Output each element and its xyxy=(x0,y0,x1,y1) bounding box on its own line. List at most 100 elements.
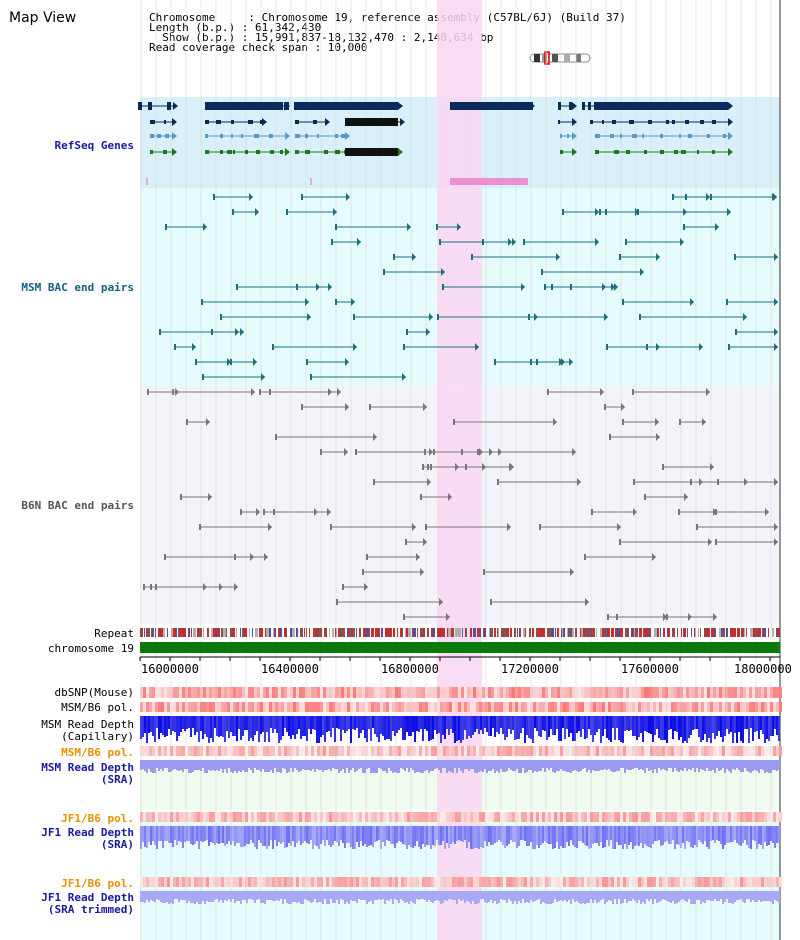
depth-bar xyxy=(434,716,436,730)
depth-bar xyxy=(588,891,590,903)
repeat-mark xyxy=(639,628,642,637)
depth-bar xyxy=(544,826,546,841)
gene-exon xyxy=(697,150,699,154)
depth-bar xyxy=(340,716,342,741)
depth-bar xyxy=(224,760,226,769)
repeat-mark xyxy=(274,628,275,637)
heat-cell xyxy=(542,702,545,712)
b6n-pair-end xyxy=(539,524,541,530)
heat-cell xyxy=(404,746,407,756)
heat-cell xyxy=(353,746,356,756)
depth-bar xyxy=(256,716,258,731)
heat-cell xyxy=(425,687,428,698)
repeat-mark xyxy=(158,628,161,637)
repeat-mark xyxy=(171,628,174,637)
jf1-b6-pol-trimmed-label[interactable]: JF1/B6 pol. xyxy=(61,877,134,890)
gene-exon xyxy=(712,120,716,124)
jf1-read-depth-trimmed-label[interactable]: JF1 Read Depth xyxy=(41,891,134,904)
axis-tick-label: 16400000 xyxy=(261,662,319,676)
heat-cell xyxy=(704,687,707,698)
depth-bar xyxy=(184,826,186,842)
depth-bar xyxy=(654,760,656,769)
depth-bar xyxy=(626,891,628,903)
refseq-genes-label[interactable]: RefSeq Genes xyxy=(54,139,134,152)
heat-cell xyxy=(353,812,356,822)
jf1-b6-pol-label[interactable]: JF1/B6 pol. xyxy=(61,812,134,825)
depth-bar xyxy=(744,760,746,768)
repeat-mark xyxy=(681,628,682,637)
msm-pair-arrow xyxy=(556,253,560,261)
heat-cell xyxy=(491,812,494,822)
depth-bar xyxy=(554,826,556,848)
heat-cell xyxy=(251,746,254,756)
heat-cell xyxy=(188,877,191,887)
b6n-pair-arrow xyxy=(774,538,778,546)
depth-bar xyxy=(308,716,310,729)
depth-bar xyxy=(356,760,358,771)
repeat-mark xyxy=(226,628,227,637)
depth-bar xyxy=(768,826,770,845)
heat-cell xyxy=(650,812,653,822)
repeat-mark xyxy=(507,628,509,637)
heat-cell xyxy=(371,702,374,712)
repeat-mark xyxy=(412,628,413,637)
heat-cell xyxy=(395,746,398,756)
heat-cell xyxy=(692,687,695,698)
b6n-pair-end xyxy=(336,599,338,605)
heat-cell xyxy=(656,877,659,887)
heat-cell xyxy=(641,877,644,887)
depth-bar xyxy=(220,716,222,736)
depth-bar xyxy=(210,760,212,771)
heat-cell xyxy=(308,877,311,887)
heat-cell xyxy=(683,812,686,822)
depth-bar xyxy=(732,891,734,904)
gene-exon xyxy=(227,150,232,154)
depth-bar xyxy=(400,760,402,768)
heat-cell xyxy=(503,687,506,698)
depth-bar xyxy=(688,716,690,738)
msm-b6-pol-sra-label[interactable]: MSM/B6 pol. xyxy=(61,746,134,759)
depth-bar xyxy=(600,826,602,842)
depth-bar xyxy=(488,760,490,771)
msm-read-depth-sra-label[interactable]: MSM Read Depth xyxy=(41,761,134,774)
msm-bac-label[interactable]: MSM BAC end pairs xyxy=(21,281,134,294)
repeat-mark xyxy=(242,628,244,637)
depth-bar xyxy=(218,760,220,771)
depth-bar xyxy=(506,760,508,771)
depth-bar xyxy=(186,891,188,903)
heat-cell xyxy=(224,746,227,756)
jf1-read-depth-label[interactable]: JF1 Read Depth xyxy=(41,826,134,839)
depth-bar xyxy=(646,891,648,899)
depth-bar xyxy=(162,826,164,848)
heat-cell xyxy=(281,687,284,698)
gene-exon xyxy=(233,150,235,154)
heat-cell xyxy=(164,877,167,887)
heat-cell xyxy=(668,702,671,712)
heat-cell xyxy=(662,746,665,756)
depth-bar xyxy=(748,826,750,848)
b6n-pair-end xyxy=(420,494,422,500)
heat-cell xyxy=(623,702,626,712)
depth-bar xyxy=(762,891,764,901)
depth-bar xyxy=(226,826,228,844)
depth-bar xyxy=(694,716,696,729)
heat-cell xyxy=(248,812,251,822)
b6n-pair-arrow xyxy=(256,508,260,516)
depth-bar xyxy=(394,716,396,736)
depth-bar xyxy=(454,716,456,743)
heat-cell xyxy=(371,812,374,822)
heat-cell xyxy=(485,812,488,822)
b6n-bac-label[interactable]: B6N BAC end pairs xyxy=(21,499,134,512)
depth-bar xyxy=(696,826,698,847)
depth-bar xyxy=(776,716,778,735)
depth-bar xyxy=(494,826,496,843)
depth-bar xyxy=(656,826,658,841)
heat-cell xyxy=(674,877,677,887)
heat-cell xyxy=(515,687,518,698)
heat-cell xyxy=(410,812,413,822)
heat-cell xyxy=(584,746,587,756)
heat-cell xyxy=(167,687,170,698)
heat-cell xyxy=(260,746,263,756)
depth-bar xyxy=(714,891,716,899)
